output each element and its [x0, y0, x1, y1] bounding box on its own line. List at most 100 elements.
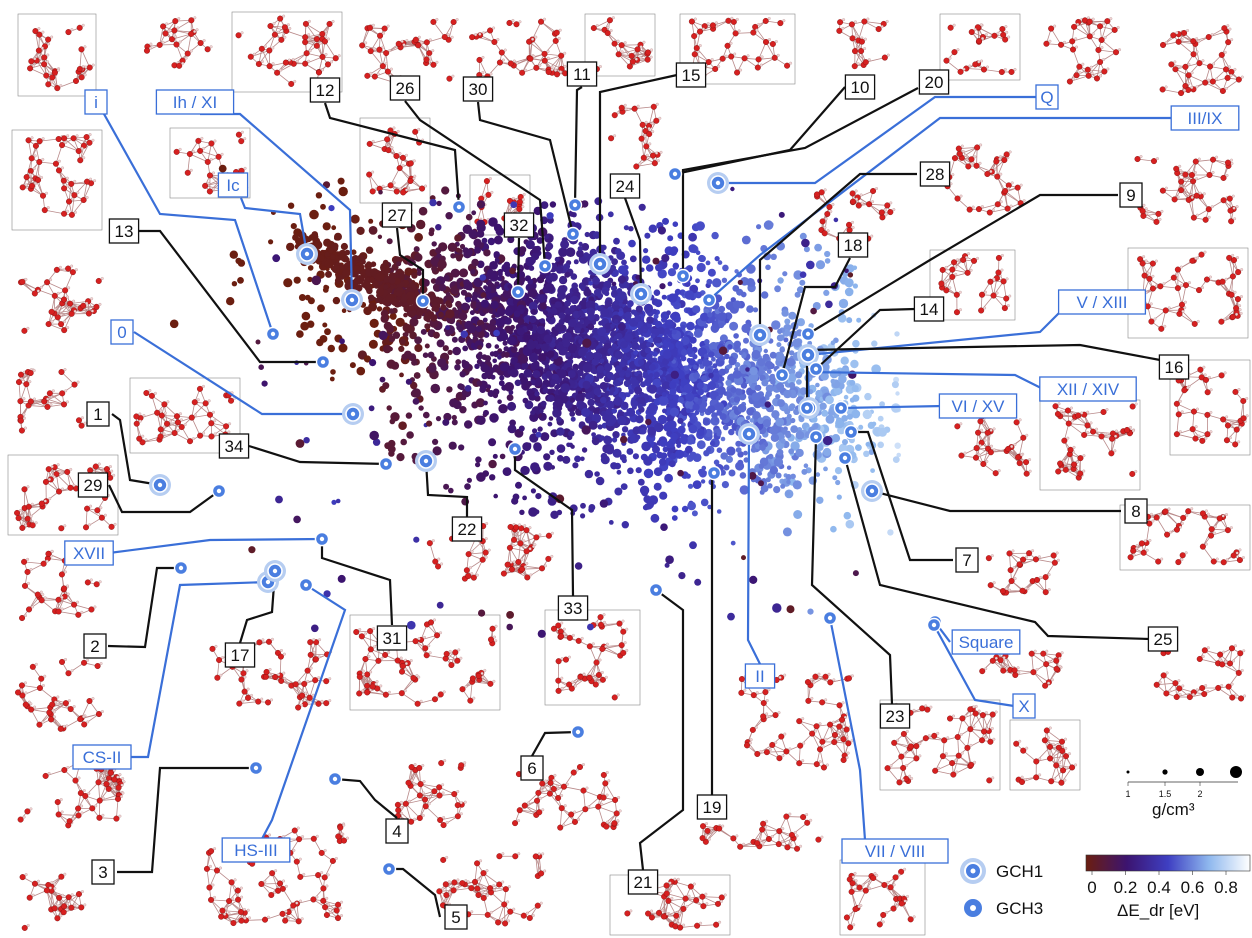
scatter-point — [386, 405, 392, 411]
scatter-point — [611, 437, 618, 443]
scatter-point — [667, 268, 677, 277]
scatter-point — [376, 288, 385, 297]
scatter-point — [635, 305, 643, 313]
scatter-point — [830, 525, 837, 533]
structure-label: II — [744, 663, 776, 689]
structure-label-box — [938, 393, 1018, 419]
scatter-point — [369, 359, 377, 367]
scatter-point — [806, 260, 815, 270]
scatter-point — [745, 415, 751, 421]
scatter-point — [481, 372, 489, 380]
structure-label-box — [217, 172, 249, 198]
scatter-point — [463, 279, 471, 287]
scatter-point — [268, 239, 274, 245]
scatter-point — [581, 200, 589, 208]
scatter-point — [793, 510, 803, 519]
scatter-point — [775, 472, 782, 479]
structure-label-text: 26 — [396, 79, 415, 98]
scatter-point — [328, 247, 334, 254]
scatter-point — [534, 346, 542, 355]
scatter-point — [780, 438, 786, 444]
scatter-point — [554, 385, 560, 390]
scatter-point — [255, 339, 261, 345]
scatter-point — [547, 421, 553, 427]
scatter-point — [629, 255, 637, 263]
scatter-point — [587, 323, 595, 331]
structure-label: 9 — [1119, 182, 1143, 208]
scatter-point — [661, 392, 667, 397]
marker-core — [420, 298, 426, 304]
scatter-point — [406, 307, 417, 318]
scatter-point — [600, 452, 608, 460]
scatter-point — [583, 252, 590, 258]
scatter-point — [542, 387, 549, 394]
scatter-point — [492, 453, 498, 459]
structure-label-box — [503, 212, 535, 238]
scatter-point — [768, 222, 774, 227]
scatter-point — [375, 272, 385, 282]
scatter-point — [461, 359, 467, 365]
scatter-point — [684, 400, 695, 410]
scatter-point — [612, 448, 622, 458]
marker-core — [383, 461, 389, 467]
structure-thumbnail — [1169, 359, 1251, 456]
scatter-point — [680, 355, 687, 362]
scatter-point — [849, 397, 856, 403]
scatter-point — [573, 259, 579, 265]
structure-label-text: CS-II — [83, 748, 122, 767]
scatter-point — [684, 290, 695, 300]
scatter-point — [287, 202, 295, 209]
scatter-point — [497, 399, 502, 405]
scatter-point — [825, 300, 833, 309]
scatter-point — [469, 310, 475, 316]
scatter-point — [550, 299, 556, 305]
scatter-point — [489, 413, 499, 423]
scatter-point — [693, 372, 700, 379]
scatter-point — [821, 409, 829, 417]
leader-line — [108, 484, 220, 514]
scatter-point — [504, 382, 514, 392]
marker-core — [270, 331, 276, 337]
scatter-point — [654, 320, 663, 329]
scatter-point — [751, 349, 761, 360]
scatter-point — [628, 226, 634, 232]
marker-core — [827, 615, 833, 621]
scatter-point — [836, 494, 842, 500]
structure-label-box — [696, 794, 728, 820]
scatter-point — [815, 389, 823, 398]
structure-label: i — [84, 89, 108, 115]
scatter-point — [581, 425, 591, 435]
scatter-point — [557, 286, 567, 296]
scatter-point — [578, 348, 587, 357]
scatter-point — [718, 322, 725, 329]
scatter-point — [275, 495, 283, 504]
scatter-point — [568, 318, 577, 328]
scatter-point — [673, 264, 679, 270]
scatter-point — [487, 237, 496, 246]
structure-label-box — [309, 77, 341, 103]
scatter-point — [532, 370, 541, 379]
scatter-point — [597, 424, 603, 430]
scatter-point — [522, 442, 532, 452]
structure-label-box — [841, 838, 949, 864]
scatter-point — [491, 314, 496, 319]
structure-label-text: 27 — [388, 206, 407, 225]
structure-label-box — [1119, 182, 1143, 208]
scatter-point — [519, 509, 525, 515]
scatter-point — [659, 283, 666, 290]
scatter-point — [427, 351, 435, 359]
marker-core — [653, 587, 659, 593]
marker-core — [746, 431, 752, 437]
scatter-point — [696, 262, 706, 273]
scatter-point — [368, 218, 374, 224]
structure-thumbnail — [1134, 155, 1239, 225]
scatter-point — [611, 281, 617, 287]
structure-label-box — [1057, 289, 1147, 315]
leader-line — [103, 113, 275, 335]
scatter-point — [481, 237, 488, 244]
scatter-point — [396, 261, 402, 267]
scatter-point — [606, 400, 615, 410]
structure-label: 15 — [675, 62, 707, 88]
scatter-point — [583, 327, 590, 333]
scatter-point — [474, 363, 480, 369]
